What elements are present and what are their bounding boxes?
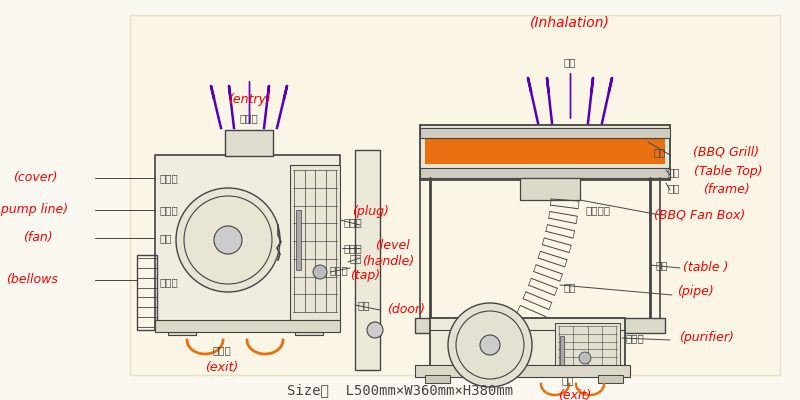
Text: (door): (door) — [387, 304, 425, 316]
Bar — [155, 320, 340, 332]
Text: 净化器: 净化器 — [626, 333, 645, 343]
Text: (fan): (fan) — [23, 232, 53, 244]
Bar — [290, 165, 340, 320]
Circle shape — [367, 322, 383, 338]
Bar — [420, 128, 670, 138]
Bar — [430, 318, 625, 368]
Text: (BBQ Grill): (BBQ Grill) — [693, 146, 759, 158]
Circle shape — [579, 352, 591, 364]
Text: 烤炉: 烤炉 — [654, 147, 666, 157]
Text: 电源线: 电源线 — [343, 217, 362, 227]
Text: (Inhalation): (Inhalation) — [530, 15, 610, 29]
Bar — [168, 325, 196, 335]
Text: (pipe): (pipe) — [677, 286, 714, 298]
Text: 水泵线: 水泵线 — [160, 205, 178, 215]
Bar — [415, 318, 665, 333]
Text: 桌体: 桌体 — [655, 260, 667, 270]
Bar — [520, 178, 580, 200]
Bar — [355, 150, 380, 370]
Text: (frame): (frame) — [702, 184, 750, 196]
Bar — [420, 168, 670, 178]
Text: 进风: 进风 — [564, 57, 576, 67]
Bar — [296, 210, 301, 270]
Bar — [560, 336, 564, 366]
Bar — [225, 130, 273, 156]
Bar — [155, 155, 340, 330]
Text: Size：  L500mm×W360mm×H380mm: Size： L500mm×W360mm×H380mm — [287, 383, 513, 397]
Bar — [295, 325, 323, 335]
Text: 出风: 出风 — [562, 375, 574, 385]
Circle shape — [176, 188, 280, 292]
Text: 上盖子: 上盖子 — [160, 173, 178, 183]
Text: 进风口: 进风口 — [240, 113, 258, 123]
Circle shape — [448, 303, 532, 387]
Text: (exit): (exit) — [558, 388, 592, 400]
Bar — [420, 125, 670, 180]
Bar — [137, 255, 157, 330]
Text: (entry): (entry) — [228, 94, 270, 106]
Text: (bellows: (bellows — [6, 274, 58, 286]
Text: (purifier): (purifier) — [678, 332, 734, 344]
Text: (level: (level — [374, 238, 410, 252]
Text: 框架: 框架 — [668, 183, 681, 193]
Text: 出风口: 出风口 — [213, 345, 231, 355]
Text: (BBQ Fan Box): (BBQ Fan Box) — [654, 208, 746, 222]
Text: 水位表: 水位表 — [343, 243, 362, 253]
Text: (tap): (tap) — [350, 268, 380, 282]
Bar — [130, 15, 780, 375]
Text: (cover): (cover) — [13, 172, 58, 184]
Bar — [415, 365, 630, 377]
Circle shape — [214, 226, 242, 254]
Text: (exit): (exit) — [206, 362, 238, 374]
Text: 库门: 库门 — [358, 300, 370, 310]
Circle shape — [313, 265, 327, 279]
Text: 拉手: 拉手 — [350, 253, 362, 263]
Text: (plug): (plug) — [351, 206, 389, 218]
Circle shape — [480, 335, 500, 355]
Bar — [425, 375, 450, 383]
Text: ( pump line): ( pump line) — [0, 204, 68, 216]
Text: 风管: 风管 — [564, 282, 577, 292]
Bar — [555, 323, 620, 368]
Bar — [598, 375, 623, 383]
Text: (handle): (handle) — [362, 256, 414, 268]
Text: 出风筱: 出风筱 — [160, 277, 178, 287]
Text: (Table Top): (Table Top) — [694, 166, 762, 178]
Text: 烤炉风筱: 烤炉风筱 — [585, 205, 610, 215]
Text: 放水口: 放水口 — [330, 265, 349, 275]
Text: 风机: 风机 — [160, 233, 173, 243]
Text: (table ): (table ) — [683, 262, 729, 274]
Text: 台面: 台面 — [668, 167, 681, 177]
Bar — [425, 132, 665, 164]
